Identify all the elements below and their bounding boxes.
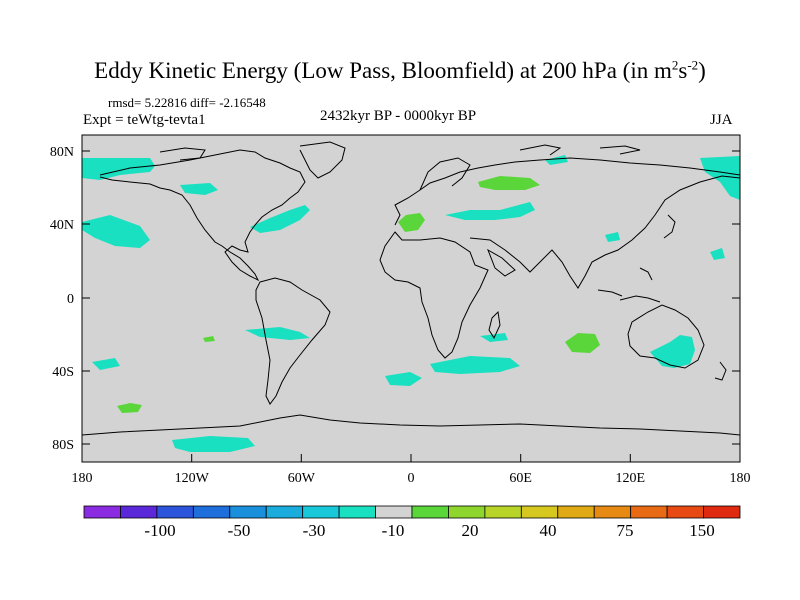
colorbar: [83, 505, 741, 519]
plot-title: Eddy Kinetic Energy (Low Pass, Bloomfiel…: [94, 57, 706, 83]
colorbar-swatch: [83, 505, 121, 519]
colorbar-swatch: [448, 505, 486, 519]
colorbar-swatch: [411, 505, 449, 519]
lon-label-60e: 60E: [509, 471, 532, 486]
colorbar-label: 150: [689, 521, 715, 540]
colorbar-swatch: [666, 505, 704, 519]
colorbar-label: -10: [382, 521, 405, 540]
colorbar-label: -50: [228, 521, 251, 540]
colorbar-swatch: [520, 505, 559, 519]
colorbar-swatch: [156, 505, 194, 519]
lon-label-0: 0: [408, 471, 415, 486]
stats-text: rmsd= 5.22816 diff= -2.16548: [108, 95, 266, 110]
lon-label-120e: 120E: [616, 471, 646, 486]
positive-anomaly-regions: [117, 176, 600, 413]
lon-label-120w: 120W: [175, 471, 210, 486]
lon-label-180e: 180: [730, 471, 751, 486]
colorbar-swatch: [703, 505, 741, 519]
lat-label-80n: 80N: [50, 145, 74, 160]
period-label: 2432kyr BP - 0000kyr BP: [320, 108, 477, 124]
colorbar-label: -30: [303, 521, 326, 540]
colorbar-swatch: [557, 505, 595, 519]
longitude-axis: [191, 454, 631, 462]
lon-label-60w: 60W: [288, 471, 316, 486]
colorbar-label: -100: [144, 521, 175, 540]
colorbar-label: 20: [462, 521, 479, 540]
colorbar-swatch: [120, 505, 158, 519]
colorbar-swatch: [229, 505, 267, 519]
colorbar-swatch: [375, 505, 413, 519]
colorbar-swatch: [484, 505, 522, 519]
latitude-axis: [82, 150, 740, 445]
colorbar-swatch: [192, 505, 231, 519]
colorbar-swatch: [630, 505, 668, 519]
negative-anomaly-regions: [82, 155, 740, 452]
colorbar-label: 40: [540, 521, 557, 540]
season-label: JJA: [710, 112, 733, 128]
lat-label-40n: 40N: [50, 218, 74, 233]
experiment-label: Expt = teWtg-tevta1: [83, 112, 206, 128]
colorbar-swatch: [593, 505, 632, 519]
lon-label-180w: 180: [72, 471, 93, 486]
colorbar-swatch: [302, 505, 340, 519]
colorbar-swatch: [265, 505, 304, 519]
lat-label-40s: 40S: [52, 365, 74, 380]
colorbar-swatch: [338, 505, 376, 519]
lat-label-80s: 80S: [52, 438, 74, 453]
coastlines: [82, 141, 740, 436]
colorbar-label: 75: [617, 521, 634, 540]
lat-label-0: 0: [67, 292, 74, 307]
map-background: [82, 135, 740, 462]
